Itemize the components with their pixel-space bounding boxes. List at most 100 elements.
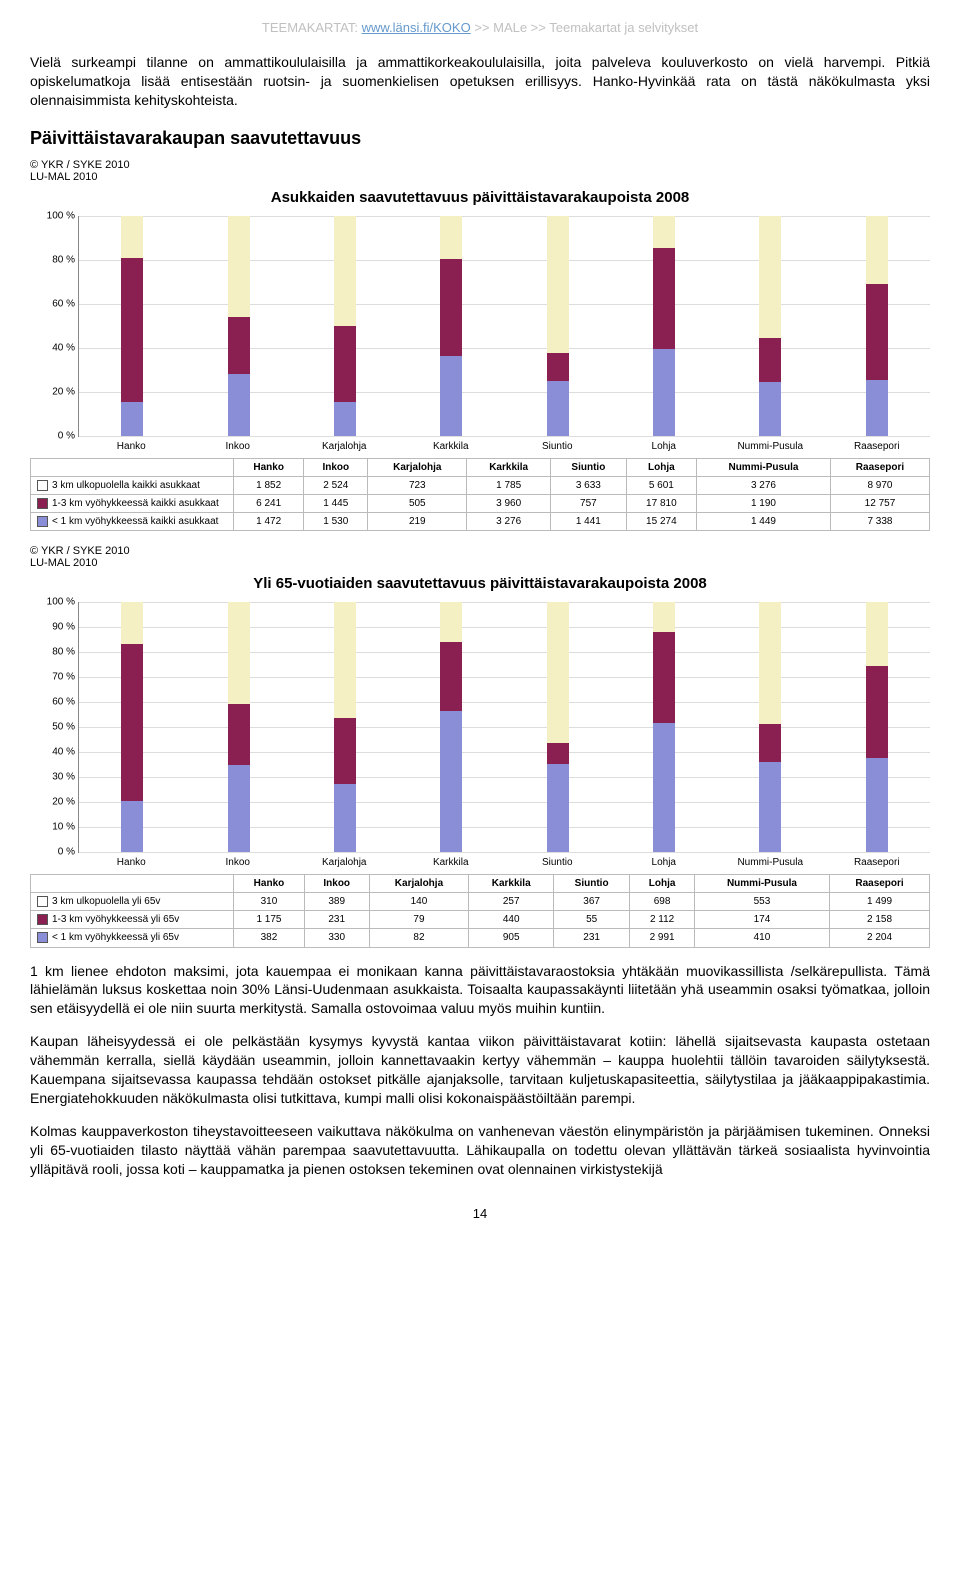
bar-segment <box>759 762 781 852</box>
bar-segment <box>334 602 356 718</box>
y-tick-label: 30 % <box>35 772 75 783</box>
chart-attribution: © YKR / SYKE 2010 LU-MAL 2010 <box>30 159 930 183</box>
table-cell: 231 <box>304 911 369 929</box>
y-tick-label: 90 % <box>35 622 75 633</box>
bar-column <box>185 216 291 436</box>
y-tick-label: 70 % <box>35 672 75 683</box>
bar-segment <box>334 326 356 403</box>
bar-segment <box>228 765 250 852</box>
x-tick-label: Karjalohja <box>291 437 398 452</box>
y-tick-label: 10 % <box>35 822 75 833</box>
table-cell: 382 <box>234 929 305 947</box>
page-number: 14 <box>30 1206 930 1221</box>
table-cell: 1 445 <box>304 494 368 512</box>
table-cell: 723 <box>368 476 467 494</box>
bar-segment <box>547 602 569 743</box>
bar-segment <box>653 723 675 852</box>
y-tick-label: 80 % <box>35 254 75 265</box>
x-tick-label: Siuntio <box>504 853 611 868</box>
x-tick-label: Hanko <box>78 437 185 452</box>
bar-segment <box>547 353 569 382</box>
y-tick-label: 40 % <box>35 747 75 758</box>
table-header: Nummi-Pusula <box>697 458 831 476</box>
bar-segment <box>334 784 356 852</box>
bar-column <box>611 216 717 436</box>
table-cell: 1 472 <box>234 512 304 530</box>
table-row: < 1 km vyöhykkeessä kaikki asukkaat 1 472… <box>31 512 930 530</box>
table-cell: 905 <box>469 929 554 947</box>
bar-segment <box>334 402 356 435</box>
legend-label: 1-3 km vyöhykkeessä yli 65v <box>52 914 179 925</box>
legend-label: 3 km ulkopuolella yli 65v <box>52 896 160 907</box>
chart-plot: 0 %20 %40 %60 %80 %100 % <box>78 216 930 437</box>
breadcrumb-tail: >> MALe >> Teemakartat ja selvitykset <box>471 20 698 35</box>
table-cell: 389 <box>304 893 369 911</box>
paragraph-4: Kolmas kauppaverkoston tiheystavoitteese… <box>30 1122 930 1179</box>
bar-segment <box>759 724 781 762</box>
bar-segment <box>440 642 462 711</box>
bar-segment <box>121 801 143 852</box>
bar-column <box>398 216 504 436</box>
bar-segment <box>866 666 888 758</box>
legend-label: 3 km ulkopuolella kaikki asukkaat <box>52 480 200 491</box>
table-row: HankoInkooKarjalohjaKarkkilaSiuntioLohja… <box>31 458 930 476</box>
table-header: Karkkila <box>467 458 551 476</box>
chart-title: Yli 65-vuotiaiden saavutettavuus päivitt… <box>30 575 930 592</box>
table-header: Raasepori <box>830 875 930 893</box>
bar-segment <box>121 644 143 801</box>
table-cell: 79 <box>369 911 469 929</box>
table-cell: 6 241 <box>234 494 304 512</box>
table-row: 3 km ulkopuolella kaikki asukkaat1 8522 … <box>31 476 930 494</box>
bar-column <box>824 216 930 436</box>
x-tick-label: Lohja <box>611 853 718 868</box>
x-tick-label: Inkoo <box>185 437 292 452</box>
table-header: Karjalohja <box>368 458 467 476</box>
legend-swatch-icon <box>37 932 48 943</box>
bar-column <box>717 602 823 852</box>
table-cell: 257 <box>469 893 554 911</box>
bar-segment <box>228 317 250 375</box>
table-cell: 7 338 <box>830 512 929 530</box>
chart-2: © YKR / SYKE 2010 LU-MAL 2010Yli 65-vuot… <box>30 545 930 947</box>
table-cell: 12 757 <box>830 494 929 512</box>
legend-label: 1-3 km vyöhykkeessä kaikki asukkaat <box>52 498 219 509</box>
bar-segment <box>440 602 462 642</box>
bar-column <box>292 216 398 436</box>
y-tick-label: 100 % <box>35 210 75 221</box>
table-header: Hanko <box>234 875 305 893</box>
bar-segment <box>228 704 250 765</box>
table-header: Inkoo <box>304 458 368 476</box>
table-header: Lohja <box>630 875 695 893</box>
table-header: Nummi-Pusula <box>694 875 829 893</box>
bar-column <box>717 216 823 436</box>
bar-segment <box>547 764 569 852</box>
table-cell: 3 276 <box>697 476 831 494</box>
table-cell: 1 449 <box>697 512 831 530</box>
bar-segment <box>866 216 888 284</box>
bar-column <box>398 602 504 852</box>
bar-column <box>824 602 930 852</box>
bar-segment <box>334 216 356 326</box>
breadcrumb-link[interactable]: www.länsi.fi/KOKO <box>362 20 471 35</box>
bar-segment <box>121 602 143 644</box>
table-cell: 82 <box>369 929 469 947</box>
table-cell: 1 499 <box>830 893 930 911</box>
table-header: Siuntio <box>551 458 627 476</box>
y-tick-label: 40 % <box>35 342 75 353</box>
legend-label: < 1 km vyöhykkeessä kaikki asukkaat <box>52 516 218 527</box>
table-cell: 2 991 <box>630 929 695 947</box>
table-row: 1-3 km vyöhykkeessä yli 65v1 17523179440… <box>31 911 930 929</box>
table-cell: 553 <box>694 893 829 911</box>
breadcrumb: TEEMAKARTAT: www.länsi.fi/KOKO >> MALe >… <box>30 20 930 35</box>
bar-segment <box>228 374 250 435</box>
y-tick-label: 50 % <box>35 722 75 733</box>
bar-segment <box>866 284 888 381</box>
table-header: Lohja <box>626 458 696 476</box>
paragraph-3: Kaupan läheisyydessä ei ole pelkästään k… <box>30 1032 930 1108</box>
chart-title: Asukkaiden saavutettavuus päivittäistava… <box>30 189 930 206</box>
table-cell: 219 <box>368 512 467 530</box>
bar-segment <box>653 216 675 248</box>
table-cell: 1 530 <box>304 512 368 530</box>
table-cell: 2 204 <box>830 929 930 947</box>
legend-label: < 1 km vyöhykkeessä yli 65v <box>52 933 179 944</box>
